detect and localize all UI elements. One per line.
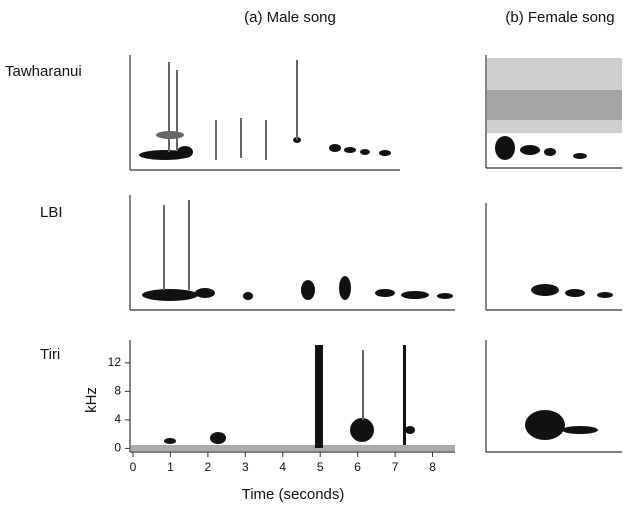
column-title: (a) Male song <box>244 9 336 26</box>
column-title: (b) Female song <box>505 9 614 26</box>
y-axis-label: kHz <box>83 387 100 413</box>
x-tick-label: 7 <box>392 460 399 474</box>
x-axis-label: Time (seconds) <box>242 486 345 503</box>
x-tick-label: 2 <box>205 460 212 474</box>
x-tick-label: 8 <box>429 460 436 474</box>
row-label: Tiri <box>40 346 60 363</box>
y-tick-label: 0 <box>114 441 121 455</box>
spectrogram-marks <box>131 58 622 451</box>
x-tick-label: 1 <box>167 460 174 474</box>
x-tick-label: 5 <box>317 460 324 474</box>
x-tick-label: 4 <box>279 460 286 474</box>
row-label: LBI <box>40 204 63 221</box>
x-tick-label: 6 <box>354 460 361 474</box>
y-tick-label: 8 <box>114 384 121 398</box>
panel-frames <box>129 55 622 453</box>
row-label: Tawharanui <box>5 63 82 80</box>
y-tick-label: 12 <box>108 355 122 369</box>
y-tick-label: 4 <box>114 412 121 426</box>
x-tick-label: 0 <box>130 460 137 474</box>
x-tick-label: 3 <box>242 460 249 474</box>
